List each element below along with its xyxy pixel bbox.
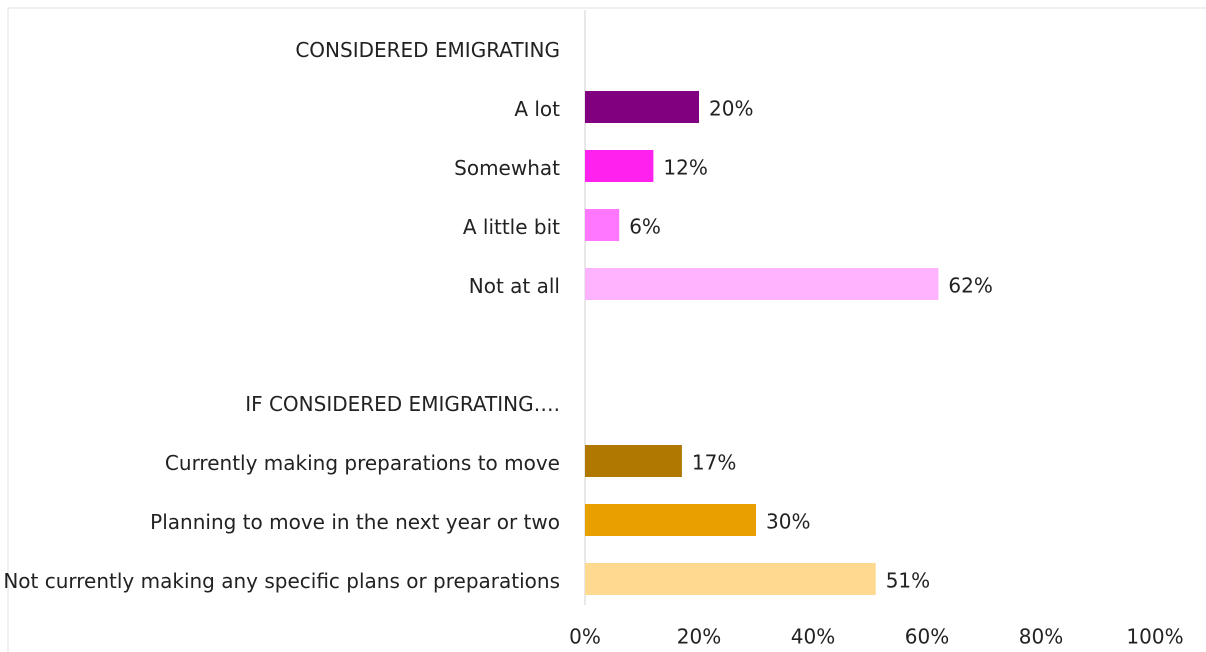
bar (585, 504, 756, 536)
category-label: Not currently making any specific plans … (3, 569, 560, 593)
bar (585, 91, 699, 123)
value-label: 30% (766, 510, 810, 534)
x-tick-label: 60% (905, 625, 949, 649)
x-tick-label: 0% (569, 625, 601, 649)
x-tick-label: 20% (677, 625, 721, 649)
category-label: Planning to move in the next year or two (150, 510, 560, 534)
bar (585, 268, 939, 300)
x-tick-label: 80% (1019, 625, 1063, 649)
bar (585, 563, 876, 595)
category-label: Not at all (468, 274, 560, 298)
bar (585, 150, 654, 182)
category-label: A little bit (462, 215, 560, 239)
value-label: 6% (629, 215, 661, 239)
bar (585, 209, 620, 241)
category-label: Currently making preparations to move (164, 451, 560, 475)
value-label: 17% (692, 451, 736, 475)
value-label: 12% (663, 156, 707, 180)
category-label: CONSIDERED EMIGRATING (295, 38, 560, 62)
x-tick-label: 100% (1126, 625, 1183, 649)
x-tick-label: 40% (791, 625, 835, 649)
category-label: Somewhat (454, 156, 560, 180)
value-label: 20% (709, 97, 753, 121)
category-label: A lot (514, 97, 560, 121)
category-label: IF CONSIDERED EMIGRATING…. (245, 392, 560, 416)
value-label: 62% (948, 274, 992, 298)
bar (585, 445, 682, 477)
value-label: 51% (886, 569, 930, 593)
